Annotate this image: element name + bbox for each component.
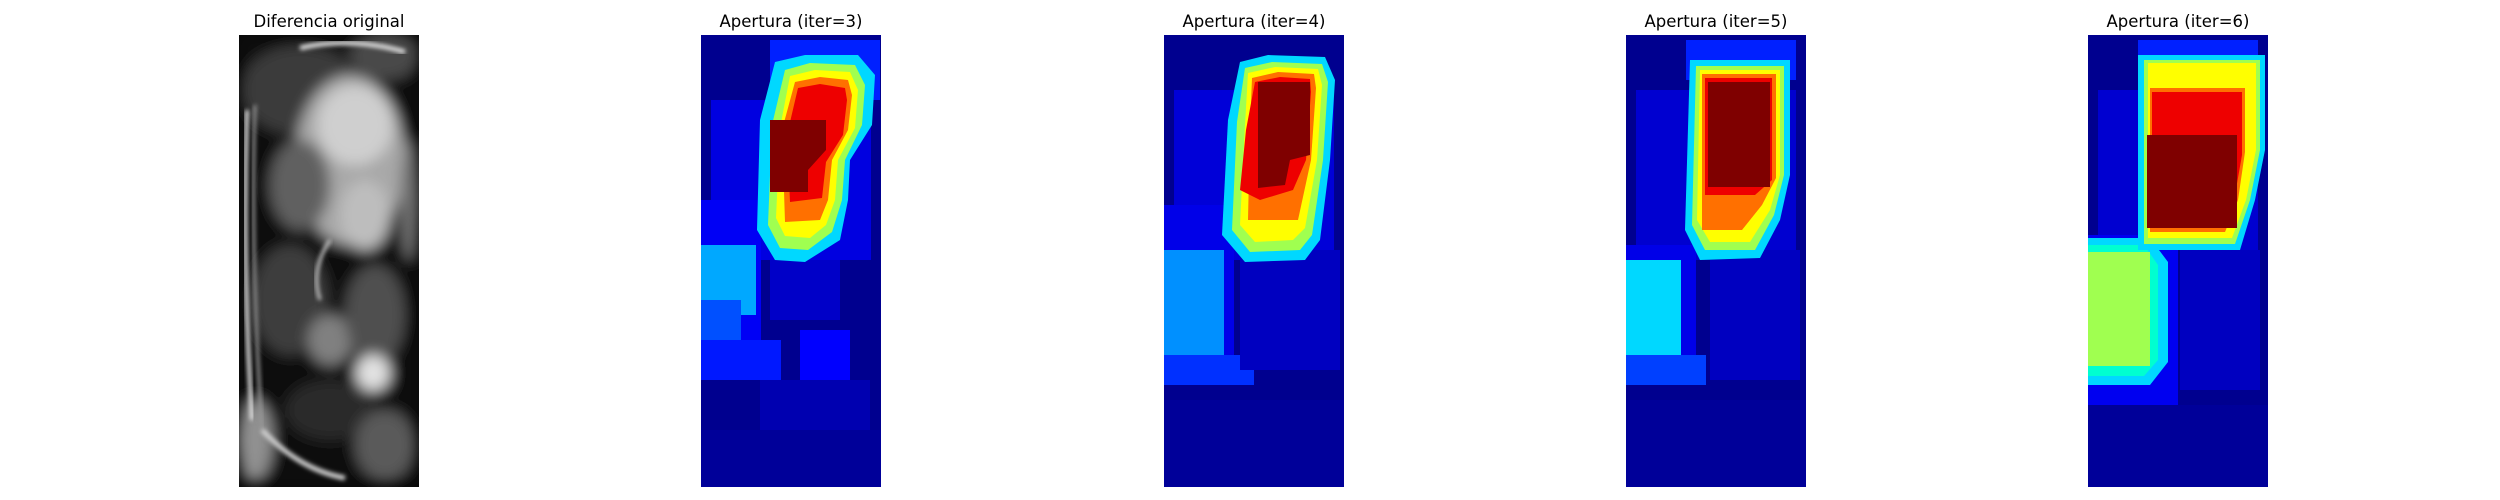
panel-title-iter4: Apertura (iter=4) [1183,12,1326,31]
heatmap-opening-iter4 [1164,35,1344,487]
heatmap-opening-iter3 [701,35,881,487]
panel-title-original: Diferencia original [254,12,405,31]
heatmap-opening-iter5 [1626,35,1806,487]
panel-title-iter6: Apertura (iter=6) [2107,12,2250,31]
panel-title-iter5: Apertura (iter=5) [1645,12,1788,31]
image-original-difference [239,35,419,487]
panel-title-iter3: Apertura (iter=3) [720,12,863,31]
heatmap-opening-iter6 [2088,35,2268,487]
